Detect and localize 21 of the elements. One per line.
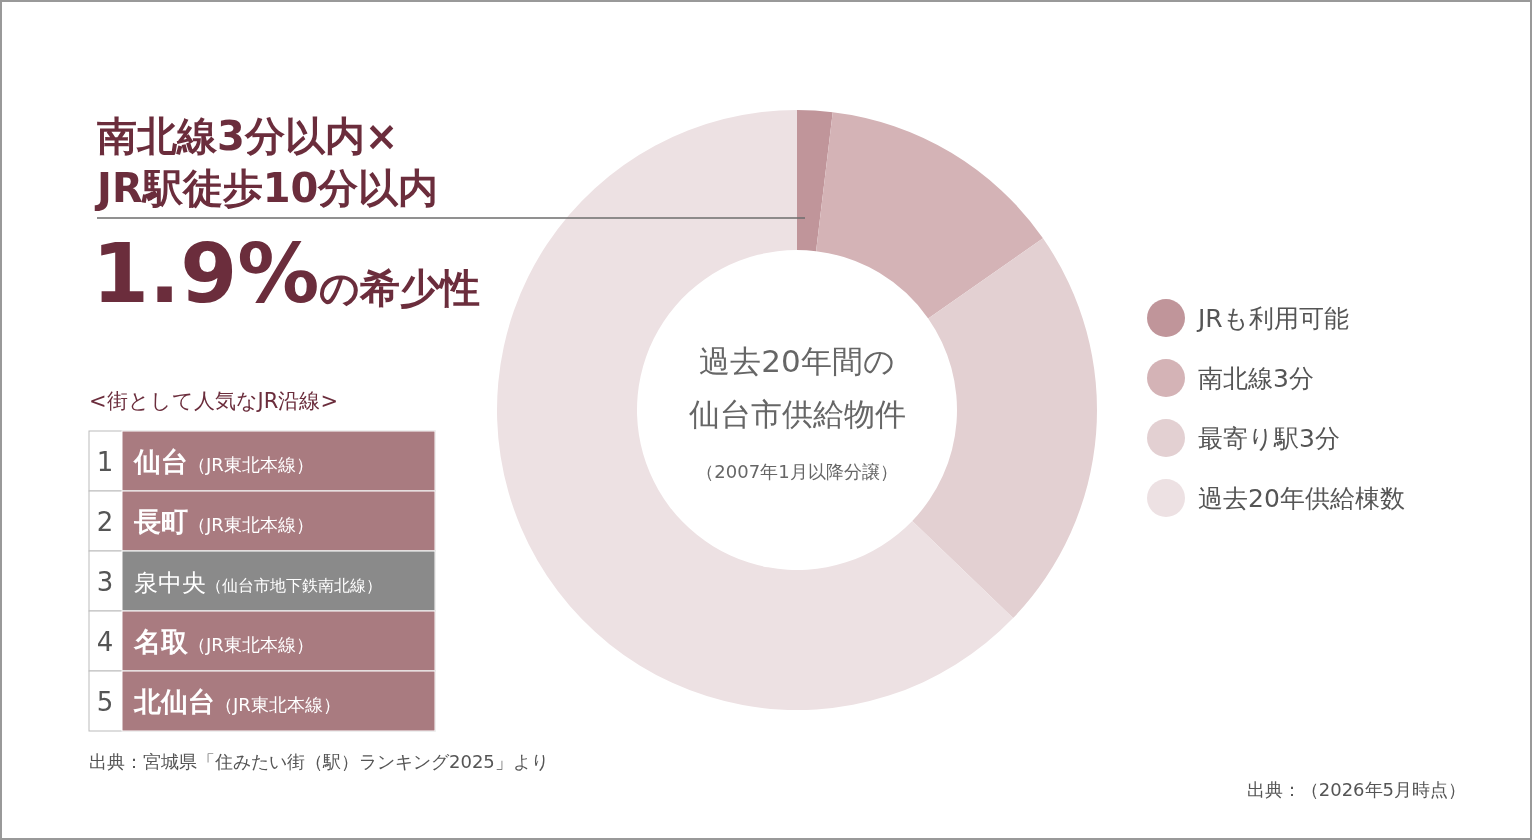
legend-label: JRも利用可能 (1196, 304, 1349, 333)
text: （2007年1月以降分譲） (696, 461, 898, 482)
legend-label: 最寄り駅3分 (1198, 424, 1340, 453)
text: 5 北仙台（JR東北本線） (96, 686, 341, 717)
text: 1.9%の希少性 (92, 226, 481, 321)
donut-slice (797, 110, 833, 252)
text: <街として人気なJR沿線> (89, 389, 338, 413)
legend-label: 過去20年供給棟数 (1198, 484, 1405, 513)
text: 過去20年間の (699, 343, 895, 379)
text: 仙台市供給物件 (688, 396, 906, 432)
text: 2 長町（JR東北本線） (96, 506, 314, 537)
donut-slice (912, 238, 1097, 619)
donut-slice (816, 112, 1043, 319)
legend-label: 南北線3分 (1198, 364, 1314, 393)
text: 1 仙台（JR東北本線） (96, 446, 314, 477)
source-note: 出典：（2026年5月時点） (1246, 779, 1466, 800)
text: 4 名取（JR東北本線） (96, 626, 314, 657)
text: 南北線3分以内×JR駅徒歩10分以内 (94, 113, 439, 211)
donut-slice (497, 110, 1014, 710)
source-note: 出典：宮城県「住みたい街（駅）ランキング2025」より (89, 751, 549, 772)
text: 3 泉中央（仙台市地下鉄南北線） (96, 567, 382, 597)
